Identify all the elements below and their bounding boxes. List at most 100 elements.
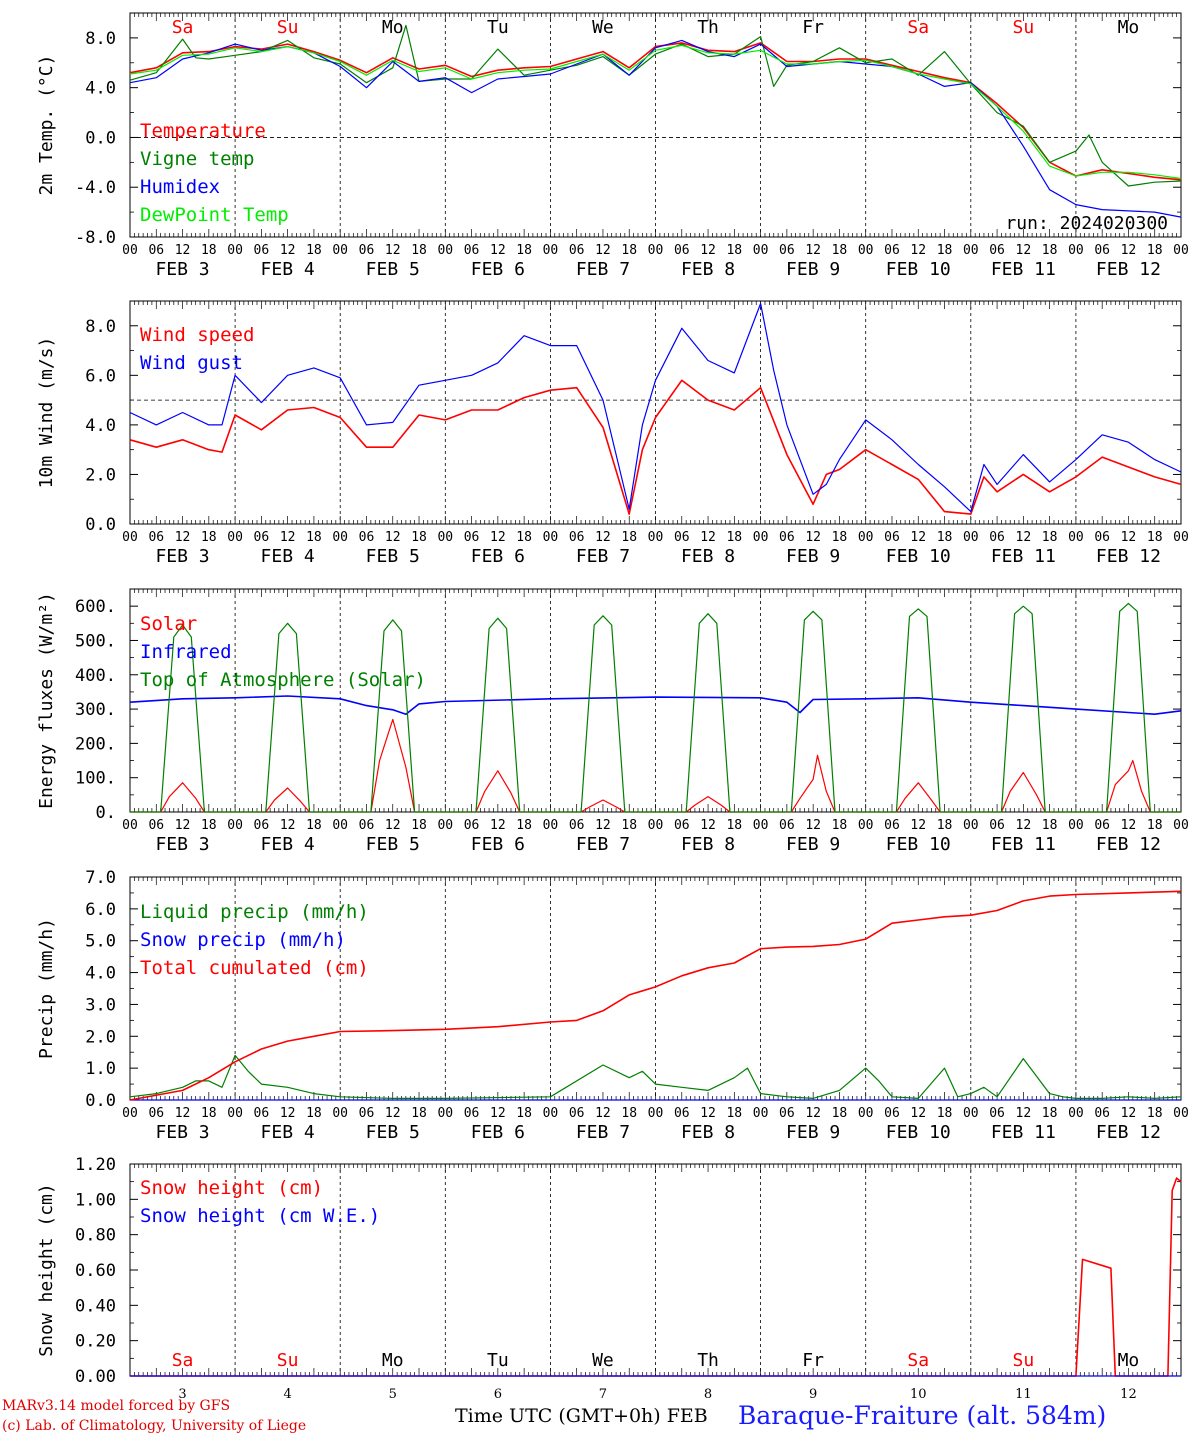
date-label: FEB 9 <box>786 259 840 280</box>
hour-label: 18 <box>516 818 532 833</box>
hour-label: 18 <box>1042 818 1058 833</box>
hour-label: 12 <box>1016 243 1032 258</box>
legend-dewpoint-temp: DewPoint Temp <box>140 204 289 226</box>
hour-label: 06 <box>464 818 480 833</box>
hour-label: 00 <box>1173 243 1189 258</box>
legend-liquid-precip-mm-h: Liquid precip (mm/h) <box>140 901 369 923</box>
hour-label: 00 <box>753 818 769 833</box>
y-tick-label: 3.0 <box>85 995 116 1015</box>
hour-label: 06 <box>674 530 690 545</box>
y-tick-label: 8.0 <box>85 29 116 49</box>
series-wind-gust <box>129 302 1182 513</box>
hour-label: 12 <box>595 243 611 258</box>
hour-label: 00 <box>753 243 769 258</box>
hour-label: 12 <box>700 818 716 833</box>
hour-label: 06 <box>464 530 480 545</box>
y-axis-label: Energy fluxes (W/m²) <box>36 592 57 809</box>
date-label: FEB 3 <box>155 259 209 280</box>
day-abbr-label: Th <box>697 1350 719 1371</box>
legend-infrared: Infrared <box>140 641 232 663</box>
date-label: FEB 8 <box>681 259 735 280</box>
y-tick-label: 100. <box>75 769 116 789</box>
day-number-label: 3 <box>178 1387 186 1402</box>
series-total-cumulated-cm <box>129 890 1182 1101</box>
hour-label: 18 <box>1147 243 1163 258</box>
date-label: FEB 3 <box>155 834 209 855</box>
hour-label: 18 <box>516 243 532 258</box>
hour-label: 18 <box>832 1106 848 1121</box>
hour-label: 00 <box>648 1106 664 1121</box>
hour-label: 12 <box>490 243 506 258</box>
hour-label: 00 <box>858 1106 874 1121</box>
day-number-label: 7 <box>599 1387 607 1402</box>
date-label: FEB 6 <box>471 546 525 567</box>
legend-vigne-temp: Vigne temp <box>140 148 254 170</box>
hour-label: 00 <box>858 818 874 833</box>
hour-label: 12 <box>1121 818 1137 833</box>
y-tick-label: 1.00 <box>75 1190 116 1210</box>
y-tick-label: 300. <box>75 700 116 720</box>
y-tick-label: 400. <box>75 666 116 686</box>
hour-label: 12 <box>385 530 401 545</box>
hour-label: 12 <box>1016 1106 1032 1121</box>
series-infrared <box>129 695 1182 716</box>
series-liquid-precip-mm-h <box>129 1054 1182 1100</box>
hour-label: 06 <box>1094 243 1110 258</box>
hour-label: 18 <box>621 1106 637 1121</box>
hour-label: 12 <box>175 243 191 258</box>
date-label: FEB 11 <box>991 1122 1056 1143</box>
hour-label: 00 <box>858 243 874 258</box>
hour-label: 12 <box>175 818 191 833</box>
hour-label: 18 <box>621 530 637 545</box>
hour-label: 00 <box>648 530 664 545</box>
hour-label: 12 <box>595 530 611 545</box>
hour-label: 06 <box>148 818 164 833</box>
date-label: FEB 10 <box>886 546 951 567</box>
day-abbr-label: Sa <box>172 17 194 38</box>
y-tick-label: 0.00 <box>75 1367 116 1387</box>
hour-label: 12 <box>1121 1106 1137 1121</box>
hour-label: 12 <box>910 1106 926 1121</box>
hour-label: 00 <box>963 530 979 545</box>
legend-humidex: Humidex <box>140 176 220 198</box>
legend-snow-precip-mm-h: Snow precip (mm/h) <box>140 929 346 951</box>
wind-panel: 0.0 2.0 4.0 6.0 8.0 10m Wind (m/s) Wind speed W… <box>36 300 1189 567</box>
y-tick-label: 600. <box>75 597 116 617</box>
hour-label: 12 <box>1121 243 1137 258</box>
date-label: FEB 4 <box>261 259 315 280</box>
hour-label: 12 <box>1121 530 1137 545</box>
hour-label: 06 <box>779 1106 795 1121</box>
day-abbr-label: Mo <box>1118 17 1140 38</box>
hour-label: 18 <box>621 818 637 833</box>
day-abbr-label: Th <box>697 17 719 38</box>
hour-label: 06 <box>884 243 900 258</box>
hour-label: 12 <box>595 818 611 833</box>
y-axis-label: Precip (mm/h) <box>36 918 57 1059</box>
date-label: FEB 9 <box>786 1122 840 1143</box>
hour-label: 00 <box>437 530 453 545</box>
hour-label: 00 <box>122 243 138 258</box>
hour-label: 12 <box>280 530 296 545</box>
hour-label: 12 <box>490 530 506 545</box>
hour-label: 06 <box>779 243 795 258</box>
hour-label: 06 <box>779 530 795 545</box>
hour-label: 06 <box>254 1106 270 1121</box>
hour-label: 12 <box>910 243 926 258</box>
hour-label: 00 <box>332 530 348 545</box>
hour-label: 00 <box>122 818 138 833</box>
hour-label: 06 <box>1094 1106 1110 1121</box>
hour-label: 06 <box>884 818 900 833</box>
day-number-label: 10 <box>910 1387 927 1402</box>
hour-label: 18 <box>832 530 848 545</box>
hour-label: 06 <box>569 243 585 258</box>
hour-label: 18 <box>937 818 953 833</box>
hour-label: 18 <box>832 818 848 833</box>
day-abbr-label: Sa <box>907 17 929 38</box>
hour-label: 18 <box>201 1106 217 1121</box>
date-label: FEB 8 <box>681 546 735 567</box>
day-abbr-label: Sa <box>172 1350 194 1371</box>
hour-label: 18 <box>1042 530 1058 545</box>
hour-label: 00 <box>543 530 559 545</box>
hour-label: 00 <box>963 818 979 833</box>
